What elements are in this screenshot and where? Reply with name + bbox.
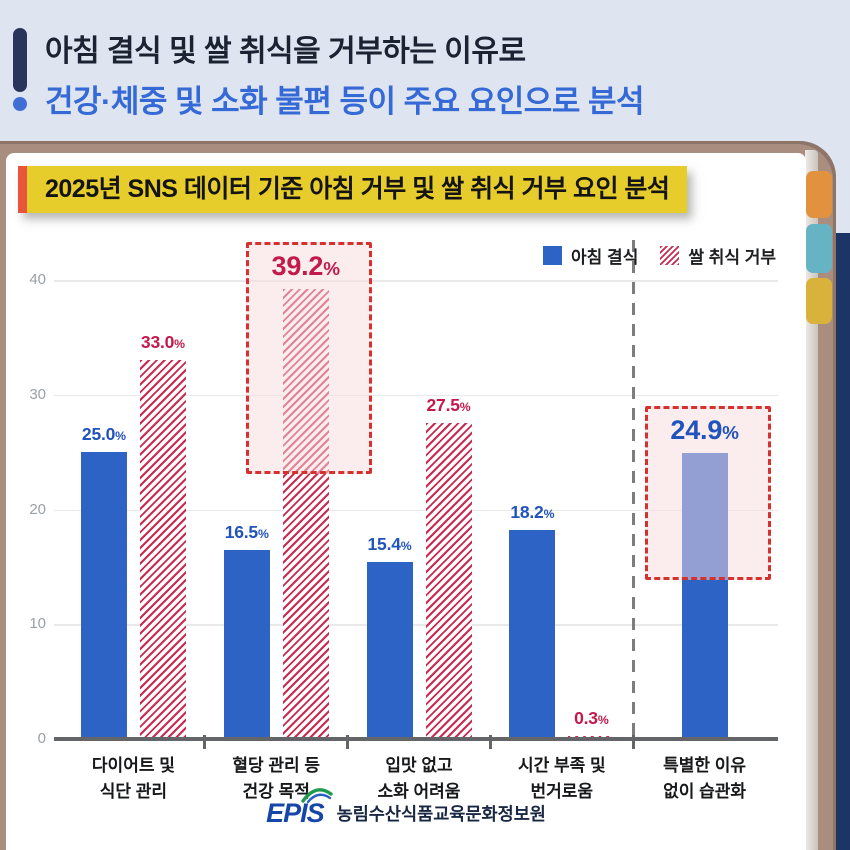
epis-swoosh-icon (300, 788, 333, 804)
chart-title: 2025년 SNS 데이터 기준 아침 거부 및 쌀 취식 거부 요인 분석 (27, 166, 688, 213)
bar-value-label: 15.4% (367, 534, 412, 555)
footer: EPIS 농림수산식품교육문화정보원 (6, 788, 806, 829)
page-title-line2: 건강·체중 및 소화 불편 등이 주요 요인으로 분석 (45, 84, 645, 119)
notebook-tab-teal (806, 224, 832, 273)
x-axis-category-label: 다이어트 및 식단 관리 (91, 756, 175, 801)
bar-value-label: 33.0% (140, 332, 185, 353)
x-axis-category-label: 입맛 없고 소화 어려움 (377, 756, 461, 801)
highlight-box (245, 242, 372, 475)
bar-series0-cat1 (223, 549, 270, 739)
x-axis-category-label: 혈당 관리 등 건강 목적 (232, 756, 321, 801)
bar-series0-cat0 (80, 452, 127, 739)
y-axis-tick-label: 40 (29, 271, 46, 288)
x-axis-category-label: 시간 부족 및 번거로움 (517, 756, 606, 801)
bar-series1-cat3 (568, 735, 615, 739)
notebook-navy-backing (833, 233, 850, 850)
grid-line (54, 509, 778, 512)
chart-title-banner: 2025년 SNS 데이터 기준 아침 거부 및 쌀 취식 거부 요인 분석 (18, 166, 688, 213)
x-axis-line (54, 737, 778, 741)
x-axis-tick (489, 735, 492, 749)
notebook-tab-orange (806, 171, 832, 218)
x-axis-category-label: 특별한 이유 없이 습관화 (663, 756, 747, 801)
y-axis-tick-label: 10 (29, 615, 46, 633)
bar-value-label: 25.0% (81, 424, 126, 445)
organization-name: 농림수산식품교육문화정보원 (336, 804, 546, 824)
epis-logo: EPIS (266, 788, 333, 829)
legend-swatch-solid-icon (543, 246, 563, 265)
bar-value-label: 39.2% (271, 251, 341, 282)
bar-series1-cat0 (139, 360, 186, 739)
legend-item: 쌀 취식 거부 (660, 243, 776, 268)
epis-logo-text: EPIS (266, 798, 325, 828)
category-separator-line (631, 240, 635, 739)
legend: 아침 결식 쌀 취식 거부 (543, 243, 776, 268)
notebook-tab-yellow (806, 278, 832, 324)
notebook-page-edge (805, 150, 818, 850)
grid-line (54, 280, 778, 282)
bar-value-label: 0.3% (574, 707, 609, 728)
legend-swatch-hatch-icon (660, 246, 680, 265)
page-title-line1: 아침 결식 및 쌀 취식을 거부하는 이유로 (45, 35, 526, 68)
bar-series1-cat2 (425, 423, 472, 739)
legend-label: 쌀 취식 거부 (688, 248, 776, 267)
bar-value-label: 18.2% (510, 502, 555, 523)
x-axis-tick (631, 735, 635, 749)
y-axis-tick-label: 0 (37, 730, 46, 747)
bar-chart: 0 10 20 30 40 25.0% 33.0% 다이어트 및 식단 관리 16.5% 39.2… (6, 153, 806, 850)
bar-value-label: 24.9% (670, 415, 739, 446)
exclamation-icon (13, 28, 27, 92)
x-axis-tick (203, 735, 207, 749)
legend-item: 아침 결식 (543, 243, 638, 268)
grid-line (54, 624, 778, 626)
highlight-box (644, 406, 771, 581)
chart-card: 2025년 SNS 데이터 기준 아침 거부 및 쌀 취식 거부 요인 분석 0… (6, 153, 806, 850)
banner-accent-bar (18, 166, 27, 213)
bar-value-label: 27.5% (426, 395, 471, 416)
legend-label: 아침 결식 (571, 248, 639, 267)
bar-series0-cat3 (509, 530, 556, 739)
y-axis-tick-label: 20 (29, 500, 46, 518)
grid-line (54, 394, 778, 397)
bar-value-label: 16.5% (224, 521, 269, 542)
bar-series0-cat2 (366, 562, 413, 739)
x-axis-tick (346, 735, 349, 749)
exclamation-dot-icon (13, 97, 27, 111)
y-axis-tick-label: 30 (29, 385, 46, 403)
